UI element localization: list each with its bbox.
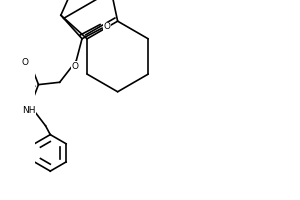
- Text: O: O: [104, 22, 111, 31]
- Text: O: O: [22, 58, 28, 67]
- Text: NH: NH: [22, 106, 36, 115]
- Text: O: O: [71, 62, 79, 71]
